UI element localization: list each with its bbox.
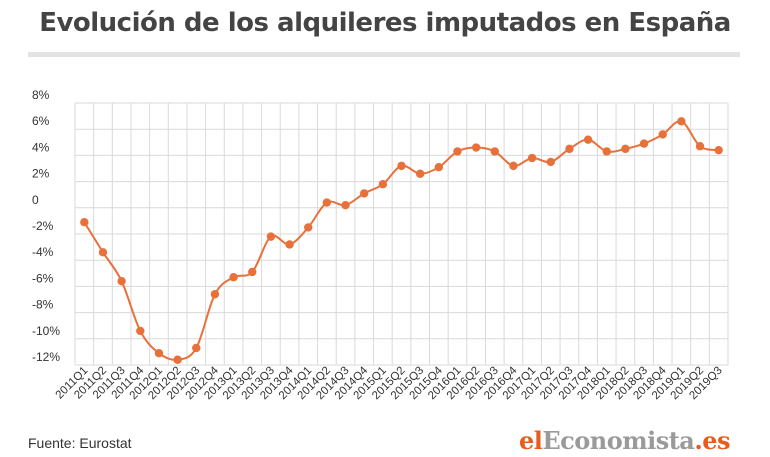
data-point xyxy=(621,144,630,154)
source-note: Fuente: Eurostat xyxy=(28,435,132,451)
data-point xyxy=(210,290,220,299)
data-point xyxy=(266,232,276,241)
data-point xyxy=(658,130,667,139)
data-point xyxy=(434,162,444,172)
data-point xyxy=(154,349,164,358)
y-tick-label: -6% xyxy=(32,271,54,285)
data-point xyxy=(80,218,89,227)
data-point xyxy=(602,147,611,156)
data-point xyxy=(285,240,294,249)
chart-title: Evolución de los alquileres imputados en… xyxy=(39,8,731,38)
y-tick-label: 0 xyxy=(32,193,39,207)
data-point xyxy=(341,200,350,210)
y-tick-label: 4% xyxy=(32,140,50,154)
y-tick-label: 6% xyxy=(32,114,50,128)
data-point xyxy=(378,180,388,189)
logo-part-el: el xyxy=(518,426,543,455)
x-axis-ticks: 2011Q12011Q22011Q32011Q42012Q12012Q22012… xyxy=(54,364,725,402)
data-point xyxy=(471,143,481,152)
data-point xyxy=(695,142,705,151)
data-point xyxy=(248,267,257,277)
data-point xyxy=(714,145,723,155)
data-point xyxy=(490,147,499,156)
series-line xyxy=(83,120,719,361)
y-axis-ticks: 8% 6% 4% 2% 0 -2% -4% -6% -8% -10% -12% xyxy=(32,88,60,364)
logo-part-es: .es xyxy=(694,426,730,455)
data-point xyxy=(565,144,574,154)
data-point xyxy=(359,189,369,198)
data-point xyxy=(117,276,126,286)
data-point xyxy=(98,248,108,257)
data-point xyxy=(397,161,406,171)
series-line-group xyxy=(83,120,719,361)
data-point xyxy=(583,135,593,144)
data-point xyxy=(322,198,332,207)
chart-grid xyxy=(74,102,729,366)
y-tick-label: -4% xyxy=(32,245,54,259)
logo-part-economista: Economista xyxy=(542,426,695,455)
data-point xyxy=(453,147,462,156)
brand-logo: elEconomista.es xyxy=(518,426,731,455)
y-tick-label: -8% xyxy=(32,298,54,312)
y-tick-label: 8% xyxy=(32,88,50,102)
series-points-group xyxy=(80,117,723,364)
data-point xyxy=(192,343,201,353)
data-point xyxy=(546,157,555,167)
data-point xyxy=(677,117,686,126)
y-tick-label: 2% xyxy=(32,167,50,181)
data-point xyxy=(173,355,182,364)
y-tick-label: -12% xyxy=(32,350,60,364)
data-point xyxy=(415,169,425,178)
data-point xyxy=(229,273,238,282)
data-point xyxy=(527,153,537,163)
y-tick-label: -10% xyxy=(32,324,60,338)
title-divider xyxy=(28,52,740,57)
y-tick-label: -2% xyxy=(32,219,54,233)
data-point xyxy=(639,139,649,148)
data-point xyxy=(509,161,518,171)
data-point xyxy=(304,223,313,232)
data-point xyxy=(136,326,145,336)
